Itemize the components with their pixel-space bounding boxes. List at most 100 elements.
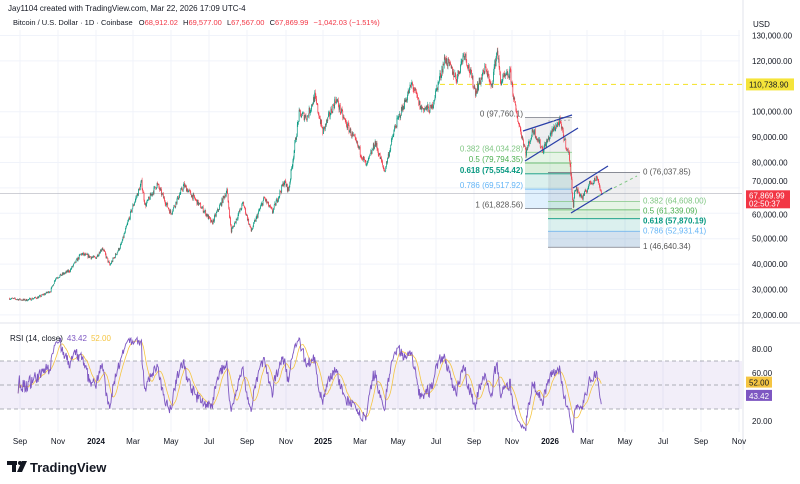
candle — [372, 149, 374, 151]
candle — [161, 189, 162, 195]
candle — [127, 221, 129, 224]
candle — [436, 87, 438, 89]
candle — [425, 106, 427, 108]
candle — [427, 104, 428, 110]
candle — [141, 179, 143, 190]
candle — [110, 264, 111, 266]
candle — [493, 71, 494, 82]
candle — [9, 298, 10, 300]
candle — [519, 126, 521, 130]
candle — [562, 126, 564, 131]
candle — [63, 272, 65, 274]
candle — [75, 259, 77, 263]
candle — [344, 119, 346, 121]
candle — [95, 257, 96, 259]
candle — [288, 187, 290, 191]
candle — [577, 189, 578, 193]
candle — [29, 298, 31, 299]
candle — [25, 300, 27, 302]
candle — [351, 135, 352, 137]
candle — [324, 126, 326, 130]
candle — [301, 113, 303, 116]
candle — [473, 86, 474, 88]
candle — [68, 270, 69, 272]
channel-drawings[interactable] — [522, 114, 638, 214]
candle — [265, 199, 267, 201]
candle — [369, 153, 371, 156]
candle — [24, 299, 25, 300]
candle — [52, 285, 53, 287]
candle — [271, 207, 273, 210]
candle — [50, 288, 52, 292]
candle — [134, 202, 136, 205]
candle — [167, 202, 169, 208]
fib-retracements[interactable]: 0 (97,760.1) 0.382 (84,034.28) 0.5 (79,794… — [460, 109, 707, 251]
candle — [91, 257, 93, 259]
low-value: 67,567.00 — [231, 18, 264, 27]
candle — [196, 199, 197, 201]
candle — [560, 120, 562, 124]
price-tick: 40,000.00 — [752, 260, 788, 269]
candle — [251, 229, 253, 232]
candle — [121, 240, 123, 243]
candle — [381, 160, 383, 162]
candle — [450, 62, 451, 65]
candle — [261, 203, 263, 205]
candle — [394, 127, 395, 132]
candle — [414, 88, 416, 91]
candle — [321, 126, 323, 128]
candle — [336, 99, 338, 102]
candle — [179, 193, 181, 195]
price-axis[interactable]: 130,000.00 120,000.00 100,000.00 90,000.00 8… — [746, 32, 794, 427]
candle — [84, 253, 86, 256]
candle — [219, 205, 220, 210]
candle — [429, 105, 431, 113]
candle — [148, 197, 150, 198]
candle — [178, 197, 180, 200]
candle — [106, 256, 108, 259]
candle — [496, 50, 498, 53]
candle — [177, 196, 179, 199]
candle — [133, 204, 134, 206]
fib-level-label: 0.382 (64,608.00) — [643, 197, 707, 206]
candle — [120, 243, 122, 246]
candle — [485, 66, 486, 67]
candle — [185, 185, 187, 187]
candle — [250, 226, 251, 228]
candle — [510, 69, 511, 70]
candle — [75, 261, 76, 263]
candle — [580, 194, 582, 196]
candle — [320, 119, 322, 124]
candle — [292, 160, 294, 167]
candle — [451, 66, 453, 69]
candle — [332, 104, 334, 113]
candle — [582, 196, 583, 200]
candle — [283, 182, 284, 187]
candle — [180, 189, 182, 194]
candle — [403, 108, 405, 110]
candle — [404, 99, 405, 109]
tradingview-logo[interactable]: TradingView — [7, 460, 107, 475]
candle — [166, 202, 168, 204]
time-axis[interactable]: Sep Nov 2024 Mar May Jul Sep Nov 2025 Mar May Jul Se… — [13, 437, 746, 446]
candle — [138, 189, 139, 196]
candle — [452, 66, 453, 75]
candle — [367, 160, 369, 164]
candle — [502, 75, 504, 81]
candle — [260, 204, 262, 207]
candle — [27, 299, 29, 301]
candle — [205, 210, 207, 216]
candle — [239, 208, 241, 212]
candles — [9, 47, 602, 302]
candle — [544, 144, 545, 148]
candle — [415, 88, 417, 91]
candle — [534, 129, 536, 138]
candle — [284, 180, 286, 184]
fib-level-label: 1 (61,828.56) — [475, 201, 523, 210]
candle — [341, 108, 342, 113]
candle — [520, 129, 522, 135]
candle — [26, 299, 28, 301]
candle — [487, 73, 489, 76]
candle — [204, 210, 206, 212]
